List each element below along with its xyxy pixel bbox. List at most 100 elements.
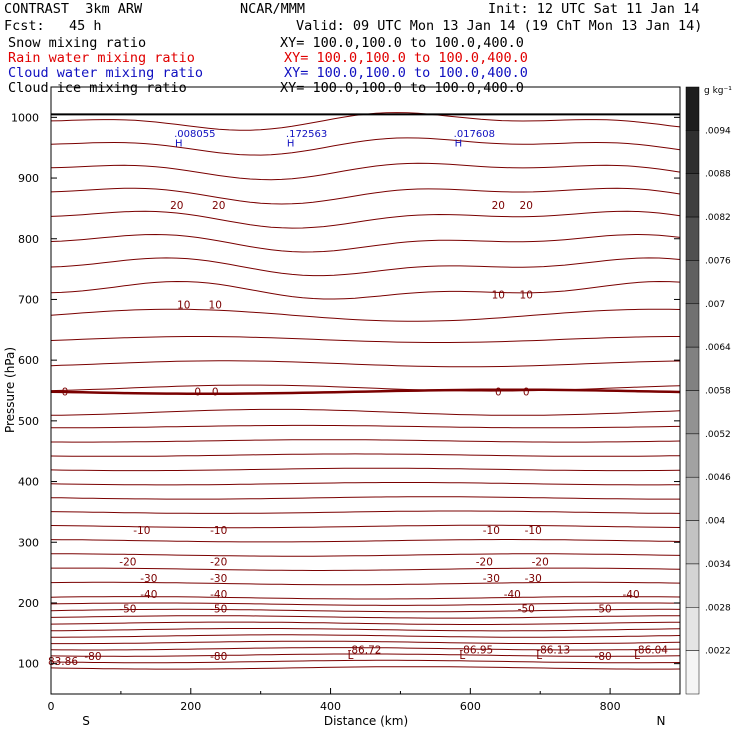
y-tick-label: 300 — [18, 536, 39, 549]
contour-label: 10 — [492, 290, 505, 302]
valid-time: Valid: 09 UTC Mon 13 Jan 14 (19 ChT Mon … — [296, 18, 703, 34]
contour-label: 20 — [170, 200, 183, 212]
contour-line — [50, 187, 681, 205]
low-marker-value: -86.04 — [634, 644, 668, 656]
contour-label: -80 — [84, 651, 101, 663]
contour-line — [50, 596, 681, 600]
colorbar-swatch — [685, 303, 700, 348]
contour-label: -10 — [525, 525, 542, 537]
contour-label: 20 — [520, 200, 533, 212]
x-tick-label: 800 — [600, 700, 621, 713]
colorbar-swatch — [685, 433, 700, 478]
y-tick-label: 1000 — [11, 111, 39, 124]
contour-label: 0 — [495, 387, 502, 399]
colorbar-swatch — [685, 86, 700, 131]
contour-line — [51, 640, 681, 645]
contour-line — [50, 233, 681, 253]
colorbar-unit: g kg⁻¹ — [704, 86, 732, 96]
field-xy-cloud-ice: XY= 100.0,100.0 to 100.0,400.0 — [280, 80, 524, 96]
colorbar-swatch — [685, 607, 700, 651]
contour-line — [50, 336, 680, 343]
low-marker-letter: L — [459, 650, 465, 662]
x-tick-label: 200 — [180, 700, 201, 713]
contour-label: 0 — [212, 387, 219, 399]
contour-label: -30 — [525, 573, 542, 585]
contour-line — [50, 524, 681, 529]
contour-label: -80 — [595, 651, 612, 663]
plot-frame — [50, 86, 681, 695]
colorbar-swatch — [685, 130, 700, 174]
contour-label: 20 — [492, 200, 505, 212]
x-tick-label: 600 — [460, 700, 481, 713]
colorbar-label: .0028 — [705, 603, 731, 613]
x-tick-label: 0 — [48, 700, 55, 713]
contour-label: 10 — [520, 290, 533, 302]
low-marker-value: -86.13 — [536, 644, 570, 656]
north-end-label: N — [657, 714, 666, 728]
colorbar-swatch — [685, 476, 700, 521]
y-tick-label: 600 — [18, 354, 39, 367]
contour-label: -40 — [622, 589, 639, 601]
colorbar-swatch — [685, 216, 700, 261]
contour-line — [50, 308, 681, 322]
contour-label: -50 — [210, 603, 227, 615]
x-axis-ticks: 0 200 400 600 800 — [48, 688, 621, 713]
contour-line — [50, 602, 680, 606]
contour-line — [50, 482, 680, 486]
contour-label: 10 — [209, 300, 222, 312]
contour-line — [51, 567, 681, 571]
y-tick-label: 800 — [18, 233, 39, 246]
contour-line — [50, 280, 681, 300]
temperature-contours — [50, 112, 681, 670]
contour-line — [50, 653, 681, 657]
colorbar-swatch — [685, 520, 700, 565]
high-marker-value: .008055 — [174, 129, 215, 140]
contour-label: 0 — [194, 387, 201, 399]
init-time: Init: 12 UTC Sat 11 Jan 14 — [488, 1, 700, 17]
field-label-cloud-water: Cloud water mixing ratio — [8, 65, 204, 81]
contour-label: -10 — [483, 525, 500, 537]
field-xy-rain: XY= 100.0,100.0 to 100.0,400.0 — [284, 50, 528, 66]
colorbar: .0094 .0088 .0082 .0076 .007 .0064 .0058 .0052.… — [685, 86, 731, 695]
contour-label: -30 — [483, 573, 500, 585]
high-marker-letter: H — [455, 138, 463, 149]
freezing-level-line — [50, 388, 681, 395]
contour-labels: -80 -80 -80-50 -50 -50 -50-40 -40 -40 -40-30 -30-… — [62, 200, 640, 663]
colorbar-label: .007 — [705, 300, 725, 310]
contour-line — [51, 634, 681, 638]
contour-line — [50, 581, 681, 586]
colorbar-swatch — [685, 260, 700, 305]
contour-label: -10 — [210, 525, 227, 537]
colorbar-swatch — [685, 390, 700, 435]
contour-line — [51, 439, 681, 443]
contour-line — [50, 510, 681, 514]
y-tick-label: 900 — [18, 172, 39, 185]
field-xy-snow: XY= 100.0,100.0 to 100.0,400.0 — [280, 35, 524, 51]
field-label-rain: Rain water mixing ratio — [8, 50, 195, 66]
high-marker-value: .172563 — [286, 129, 327, 140]
contour-line — [50, 647, 681, 651]
contour-label: -10 — [133, 525, 150, 537]
field-label-snow: Snow mixing ratio — [8, 35, 147, 51]
contour-label: 20 — [212, 200, 225, 212]
contour-label: 0 — [523, 387, 530, 399]
contour-label: -20 — [476, 557, 493, 569]
contour-line — [51, 553, 681, 557]
low-marker-value: -86.72 — [348, 644, 382, 656]
colorbar-label: .0034 — [705, 560, 731, 570]
contour-line — [50, 467, 681, 472]
model-title: CONTRAST 3km ARW — [4, 1, 143, 17]
contour-line — [50, 257, 681, 277]
contour-line — [50, 659, 681, 664]
contour-line — [51, 424, 681, 429]
y-axis-title: Pressure (hPa) — [3, 347, 17, 433]
high-marker-letter: H — [287, 138, 295, 149]
contour-line — [50, 496, 680, 500]
x-axis-title: Distance (km) — [324, 714, 408, 728]
contour-label: -40 — [504, 589, 521, 601]
colorbar-label: .0094 — [705, 126, 731, 136]
y-tick-label: 400 — [18, 476, 39, 489]
